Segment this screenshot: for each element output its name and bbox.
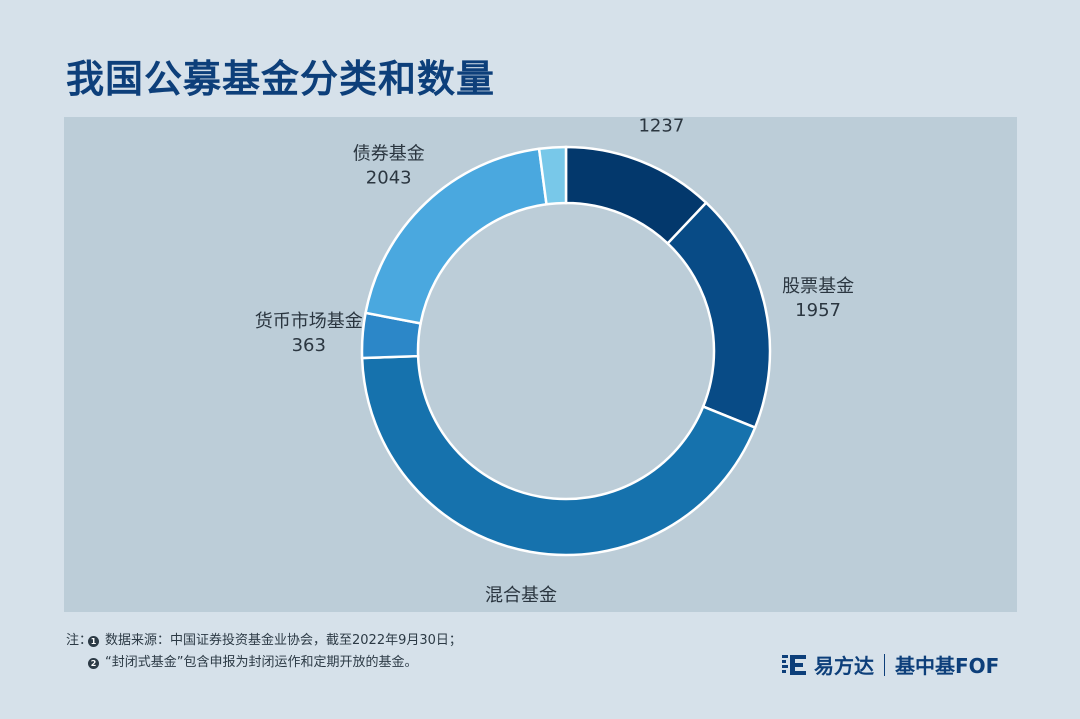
donut-chart: 封闭式1237 股票基金 1957 混合基金 4447 货币市场基金 363 债券基金 2043… bbox=[255, 117, 854, 612]
footnote-2: 2 “封闭式基金”包含申报为封闭运作和定期开放的基金。 bbox=[66, 652, 462, 674]
efund-logo-icon bbox=[782, 654, 806, 675]
donut-slice-混合基金 bbox=[360, 354, 757, 557]
slice-value-label: 1237 bbox=[638, 117, 684, 136]
donut-slice-QDII bbox=[537, 145, 568, 206]
footnote-marker-icon: 2 bbox=[88, 657, 99, 669]
donut-slice-股票基金 bbox=[665, 200, 772, 430]
brand-footer: 易方达 基中基FOF bbox=[782, 650, 999, 679]
slice-label: 股票基金 bbox=[782, 276, 854, 297]
footnote-text: “封闭式基金”包含申报为封闭运作和定期开放的基金。 bbox=[105, 655, 418, 670]
slice-label-group: QDII216 bbox=[532, 117, 566, 119]
brand-divider bbox=[884, 653, 885, 676]
slice-label: 货币市场基金 bbox=[255, 311, 363, 332]
footnote-text: 数据来源：中国证券投资基金业协会，截至2022年9月30日； bbox=[105, 633, 462, 648]
slice-label-group: 货币市场基金 363 bbox=[255, 311, 363, 356]
slice-label: 混合基金 bbox=[485, 585, 557, 606]
slice-value-label: 363 bbox=[292, 335, 326, 356]
page-title: 我国公募基金分类和数量 bbox=[66, 57, 496, 101]
slice-value-label: 216 bbox=[532, 117, 566, 119]
slice-label: 债券基金 bbox=[353, 144, 425, 165]
footnote-marker-icon: 1 bbox=[88, 635, 99, 647]
slice-label-group: 混合基金 4447 bbox=[485, 585, 557, 612]
brand-product: 基中基FOF bbox=[895, 654, 1000, 678]
slice-label-group: 债券基金 2043 bbox=[353, 144, 425, 189]
slice-label-group: 封闭式1237 bbox=[638, 117, 684, 136]
footnote-1: 注： 1 数据来源：中国证券投资基金业协会，截至2022年9月30日； bbox=[66, 630, 462, 652]
footnote-prefix: 注： bbox=[66, 633, 93, 648]
slice-value-label: 4447 bbox=[498, 609, 544, 612]
footnotes: 注： 1 数据来源：中国证券投资基金业协会，截至2022年9月30日； 2 “封… bbox=[66, 630, 462, 674]
chart-panel: 封闭式1237 股票基金 1957 混合基金 4447 货币市场基金 363 债券基金 2043… bbox=[64, 117, 1017, 612]
brand-company: 易方达 bbox=[814, 654, 874, 678]
slice-value-label: 2043 bbox=[366, 168, 412, 189]
slice-label-group: 股票基金 1957 bbox=[782, 276, 854, 321]
slice-value-label: 1957 bbox=[795, 300, 841, 321]
